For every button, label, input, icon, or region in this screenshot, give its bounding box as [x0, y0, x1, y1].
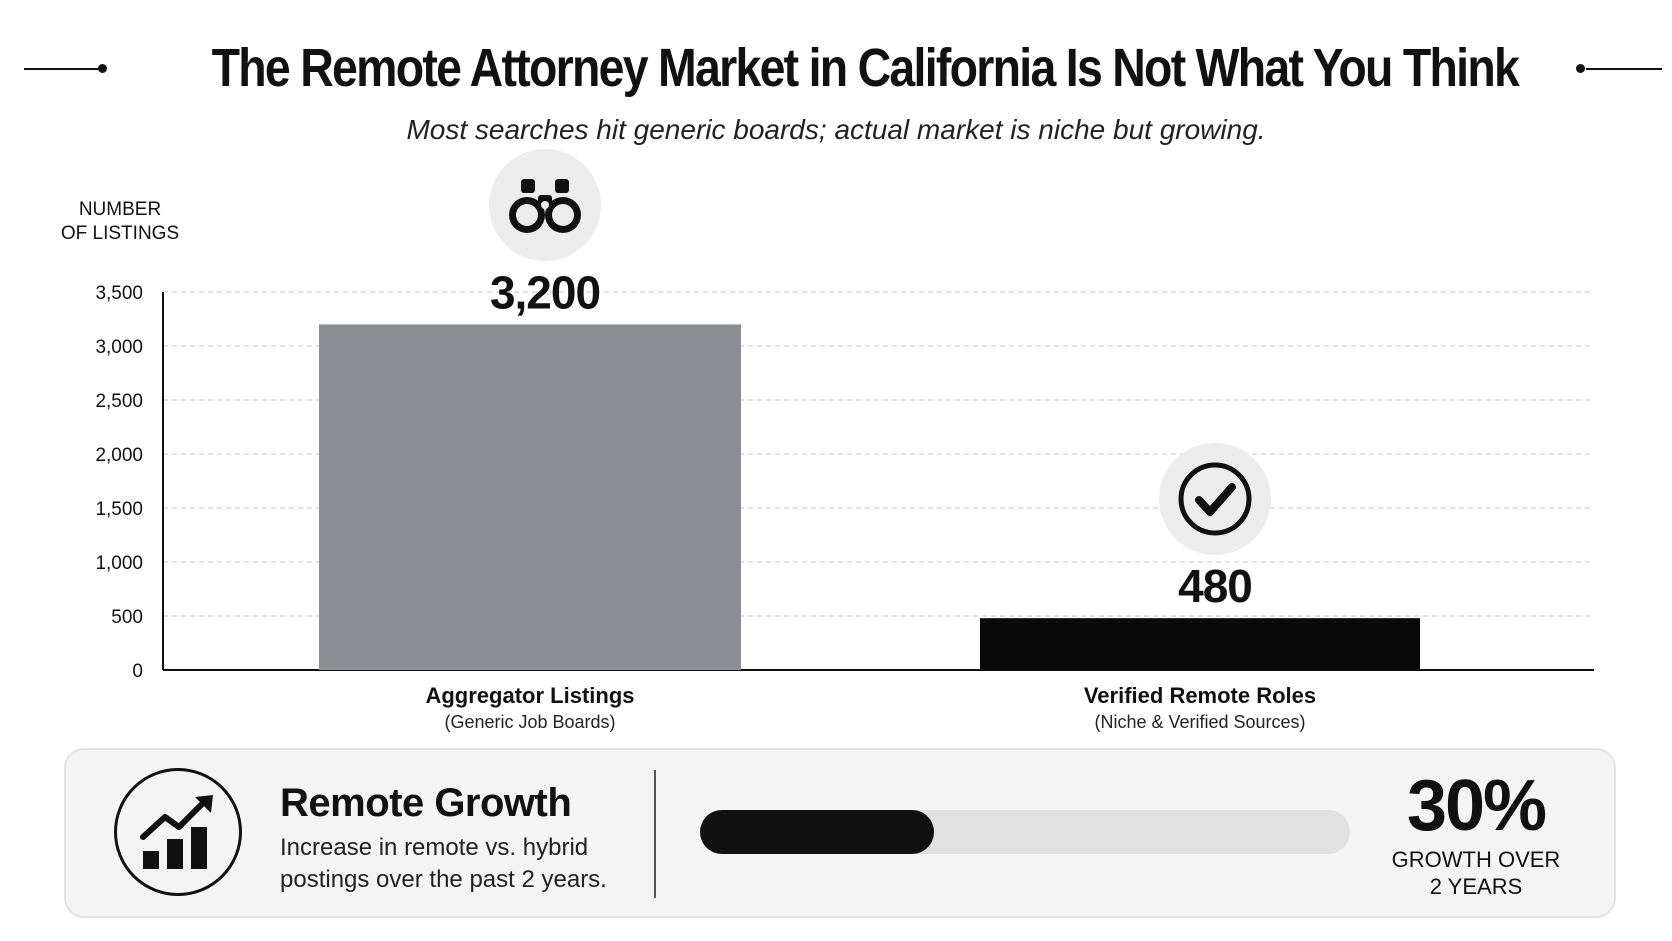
growth-caption: GROWTH OVER 2 YEARS [1391, 847, 1561, 899]
y-tick-label: 1,500 [95, 499, 143, 520]
binoculars-icon [489, 149, 601, 262]
page-title: The Remote Attorney Market in California… [211, 38, 1520, 98]
bar-verified-remote-roles [980, 618, 1420, 670]
y-tick-label: 1,000 [95, 553, 143, 574]
category-sublabel: (Generic Job Boards) [444, 712, 615, 732]
growth-panel: Remote Growth Increase in remote vs. hyb… [64, 748, 1616, 918]
category-sublabel: (Niche & Verified Sources) [1094, 712, 1305, 732]
title-dot-right [1576, 64, 1585, 73]
growth-progress-track [700, 810, 1350, 854]
page-subtitle: Most searches hit generic boards; actual… [406, 114, 1266, 145]
y-tick-label: 3,500 [95, 283, 143, 304]
check-circle-icon [1159, 443, 1271, 556]
y-tick-label: 0 [132, 661, 143, 682]
growth-progress-fill [700, 810, 934, 854]
y-tick-label: 3,000 [95, 337, 143, 358]
bar-chart: 0 500 1,000 1,500 2,000 2,500 3,000 3,500 3,200 A… [95, 266, 1594, 732]
growth-divider [654, 770, 656, 898]
category-label: Aggregator Listings [425, 683, 634, 708]
category-label: Verified Remote Roles [1084, 683, 1316, 708]
y-axis-label: NUMBER OF LISTINGS [60, 199, 180, 244]
bar-aggregator-listings [319, 324, 741, 670]
y-tick-label: 2,500 [95, 391, 143, 412]
growth-chart-icon [114, 768, 242, 896]
data-label: 3,200 [490, 266, 600, 318]
y-tick-label: 2,000 [95, 445, 143, 466]
growth-description: Increase in remote vs. hybrid postings o… [280, 834, 607, 893]
title-rule-right [1586, 68, 1662, 70]
title-rule-left [24, 68, 100, 70]
data-label: 480 [1178, 560, 1252, 612]
title-dot-left [98, 64, 107, 73]
title-area: The Remote Attorney Market in California… [0, 24, 1672, 110]
growth-value: 30% [1406, 766, 1547, 846]
y-tick-label: 500 [111, 607, 143, 628]
growth-title: Remote Growth [280, 781, 572, 825]
